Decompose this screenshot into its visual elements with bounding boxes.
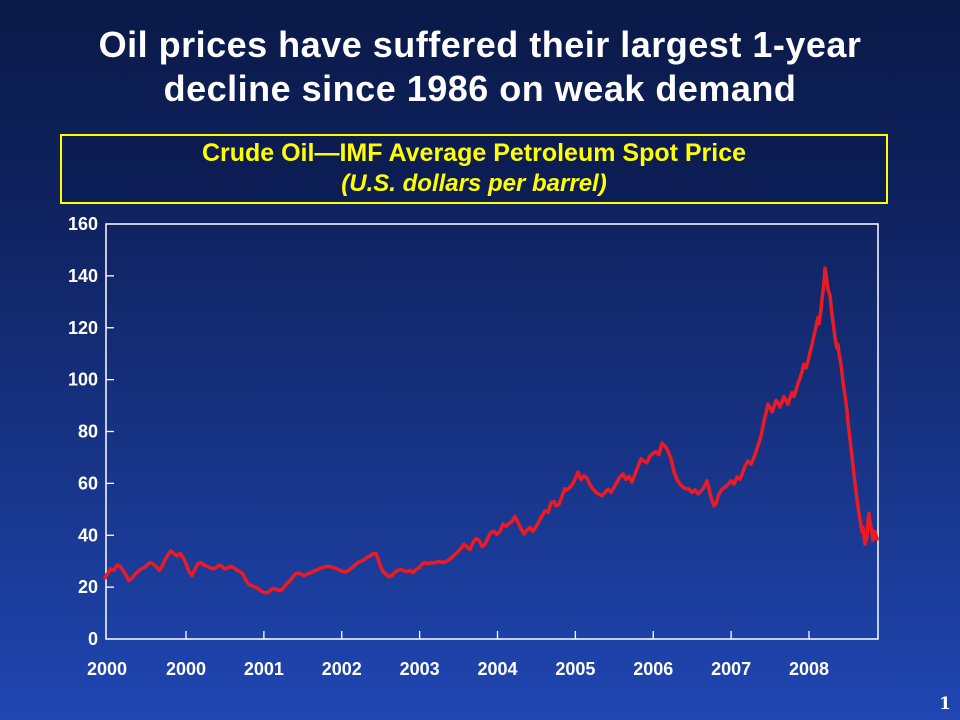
x-axis-label: 2005: [555, 659, 595, 679]
slide-title: Oil prices have suffered their largest 1…: [0, 23, 960, 111]
chart-header-title: Crude Oil—IMF Average Petroleum Spot Pri…: [201, 139, 747, 167]
y-axis-label: 140: [68, 266, 98, 286]
x-axis-label: 2001: [244, 659, 284, 679]
y-axis-label: 0: [88, 629, 98, 649]
slide-title-line1: Oil prices have suffered their largest 1…: [98, 24, 862, 65]
page-number: 1: [939, 694, 951, 714]
x-axis-label: 2002: [322, 659, 362, 679]
x-axis-label: 2006: [633, 659, 673, 679]
y-axis-label: 80: [78, 422, 98, 442]
y-axis-label: 160: [68, 214, 98, 234]
x-axis-label: 2003: [400, 659, 440, 679]
x-axis-label: 2000: [87, 659, 127, 679]
y-axis-label: 120: [68, 318, 98, 338]
y-axis-label: 20: [78, 577, 98, 597]
chart-header-subtitle: (U.S. dollars per barrel): [341, 170, 607, 197]
x-axis-label: 2007: [711, 659, 751, 679]
y-axis-label: 100: [68, 370, 98, 390]
x-axis-label: 2000: [166, 659, 206, 679]
x-axis-label: 2008: [789, 659, 829, 679]
x-axis-label: 2004: [477, 659, 517, 679]
chart-header-box: Crude Oil—IMF Average Petroleum Spot Pri…: [60, 134, 888, 204]
slide-title-line2: decline since 1986 on weak demand: [163, 68, 797, 109]
y-axis-label: 40: [78, 525, 98, 545]
y-axis-label: 60: [78, 473, 98, 493]
price-line: [103, 266, 879, 595]
